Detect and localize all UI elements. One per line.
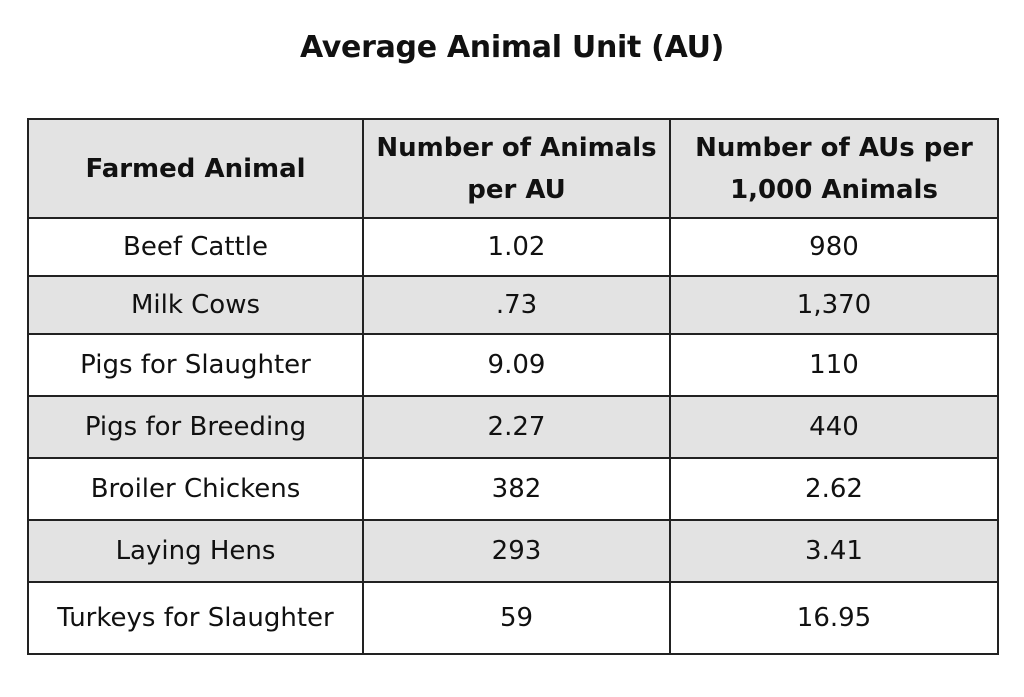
table-row: Pigs for Breeding 2.27 440 [27, 395, 999, 459]
table-row: Turkeys for Slaughter 59 16.95 [27, 581, 999, 655]
cell-aus-per-1000: 2.62 [669, 457, 999, 521]
cell-aus-per-1000: 110 [669, 333, 999, 397]
table-row: Beef Cattle 1.02 980 [27, 217, 999, 277]
cell-animal: Laying Hens [27, 519, 364, 583]
cell-aus-per-1000: 3.41 [669, 519, 999, 583]
column-header-farmed-animal: Farmed Animal [27, 118, 364, 219]
column-header-aus-per-1000: Number of AUs per 1,000 Animals [669, 118, 999, 219]
cell-animals-per-au: 1.02 [362, 217, 671, 277]
cell-animals-per-au: 9.09 [362, 333, 671, 397]
cell-aus-per-1000: 440 [669, 395, 999, 459]
cell-animal: Beef Cattle [27, 217, 364, 277]
cell-animals-per-au: .73 [362, 275, 671, 335]
cell-animal: Pigs for Slaughter [27, 333, 364, 397]
table-row: Broiler Chickens 382 2.62 [27, 457, 999, 521]
cell-animals-per-au: 2.27 [362, 395, 671, 459]
table-header-row: Farmed Animal Number of Animals per AU N… [27, 118, 999, 219]
animal-unit-table: Farmed Animal Number of Animals per AU N… [27, 118, 999, 655]
table-row: Pigs for Slaughter 9.09 110 [27, 333, 999, 397]
table-row: Laying Hens 293 3.41 [27, 519, 999, 583]
column-header-animals-per-au: Number of Animals per AU [362, 118, 671, 219]
cell-animals-per-au: 59 [362, 581, 671, 655]
cell-aus-per-1000: 1,370 [669, 275, 999, 335]
page-title: Average Animal Unit (AU) [299, 30, 725, 65]
cell-aus-per-1000: 980 [669, 217, 999, 277]
cell-animal: Turkeys for Slaughter [27, 581, 364, 655]
cell-animal: Pigs for Breeding [27, 395, 364, 459]
table-row: Milk Cows .73 1,370 [27, 275, 999, 335]
cell-animal: Milk Cows [27, 275, 364, 335]
cell-animals-per-au: 293 [362, 519, 671, 583]
cell-animals-per-au: 382 [362, 457, 671, 521]
cell-aus-per-1000: 16.95 [669, 581, 999, 655]
cell-animal: Broiler Chickens [27, 457, 364, 521]
